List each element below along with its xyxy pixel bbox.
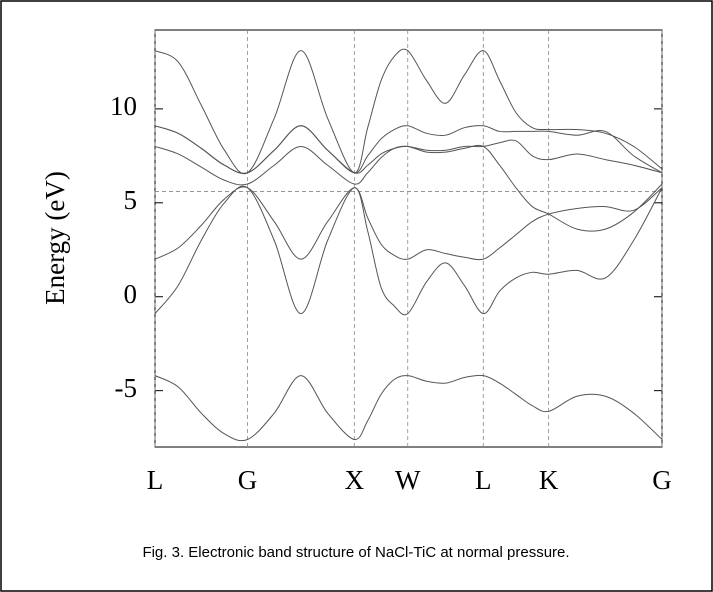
x-tick-label: L [475, 465, 492, 495]
y-tick-label: 5 [124, 185, 138, 215]
y-tick-label: 0 [124, 279, 138, 309]
y-axis-label: Energy (eV) [40, 171, 70, 305]
x-tick-label: K [539, 465, 559, 495]
band-line [154, 125, 663, 174]
y-tick-label: -5 [115, 373, 138, 403]
x-tick-label: L [147, 465, 164, 495]
band-line [154, 48, 663, 175]
band-line [154, 144, 663, 232]
band-line [154, 125, 663, 174]
x-tick-label: W [395, 465, 421, 495]
band-line [154, 185, 663, 316]
y-tick-label: 10 [110, 91, 137, 121]
caption: Fig. 3. Electronic band structure of NaC… [142, 544, 569, 561]
plot-frame [154, 29, 663, 448]
band-line [154, 374, 663, 442]
x-tick-label: X [345, 465, 365, 495]
x-tick-label: G [238, 465, 258, 495]
x-tick-label: G [652, 465, 672, 495]
band-line [154, 186, 663, 261]
